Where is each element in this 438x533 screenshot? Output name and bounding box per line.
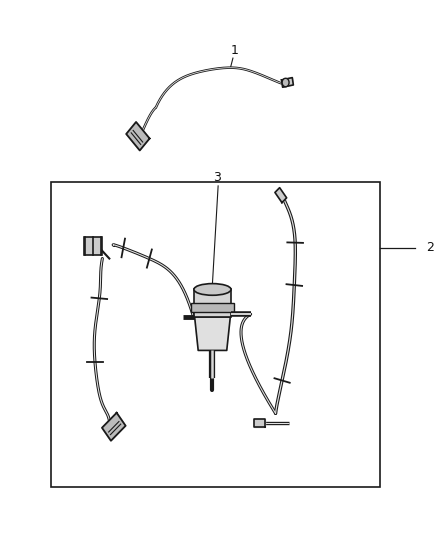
- Ellipse shape: [194, 284, 231, 295]
- Bar: [84, 237, 102, 255]
- Bar: [191, 303, 233, 311]
- Bar: [194, 289, 231, 317]
- Polygon shape: [282, 78, 293, 87]
- Polygon shape: [254, 419, 265, 427]
- Circle shape: [282, 78, 289, 87]
- Text: 2: 2: [426, 241, 434, 254]
- Polygon shape: [275, 188, 286, 203]
- Polygon shape: [194, 317, 230, 350]
- Polygon shape: [126, 122, 150, 150]
- Text: 3: 3: [213, 171, 221, 184]
- Bar: [51, 182, 380, 487]
- Text: 1: 1: [230, 44, 238, 57]
- Polygon shape: [102, 413, 126, 441]
